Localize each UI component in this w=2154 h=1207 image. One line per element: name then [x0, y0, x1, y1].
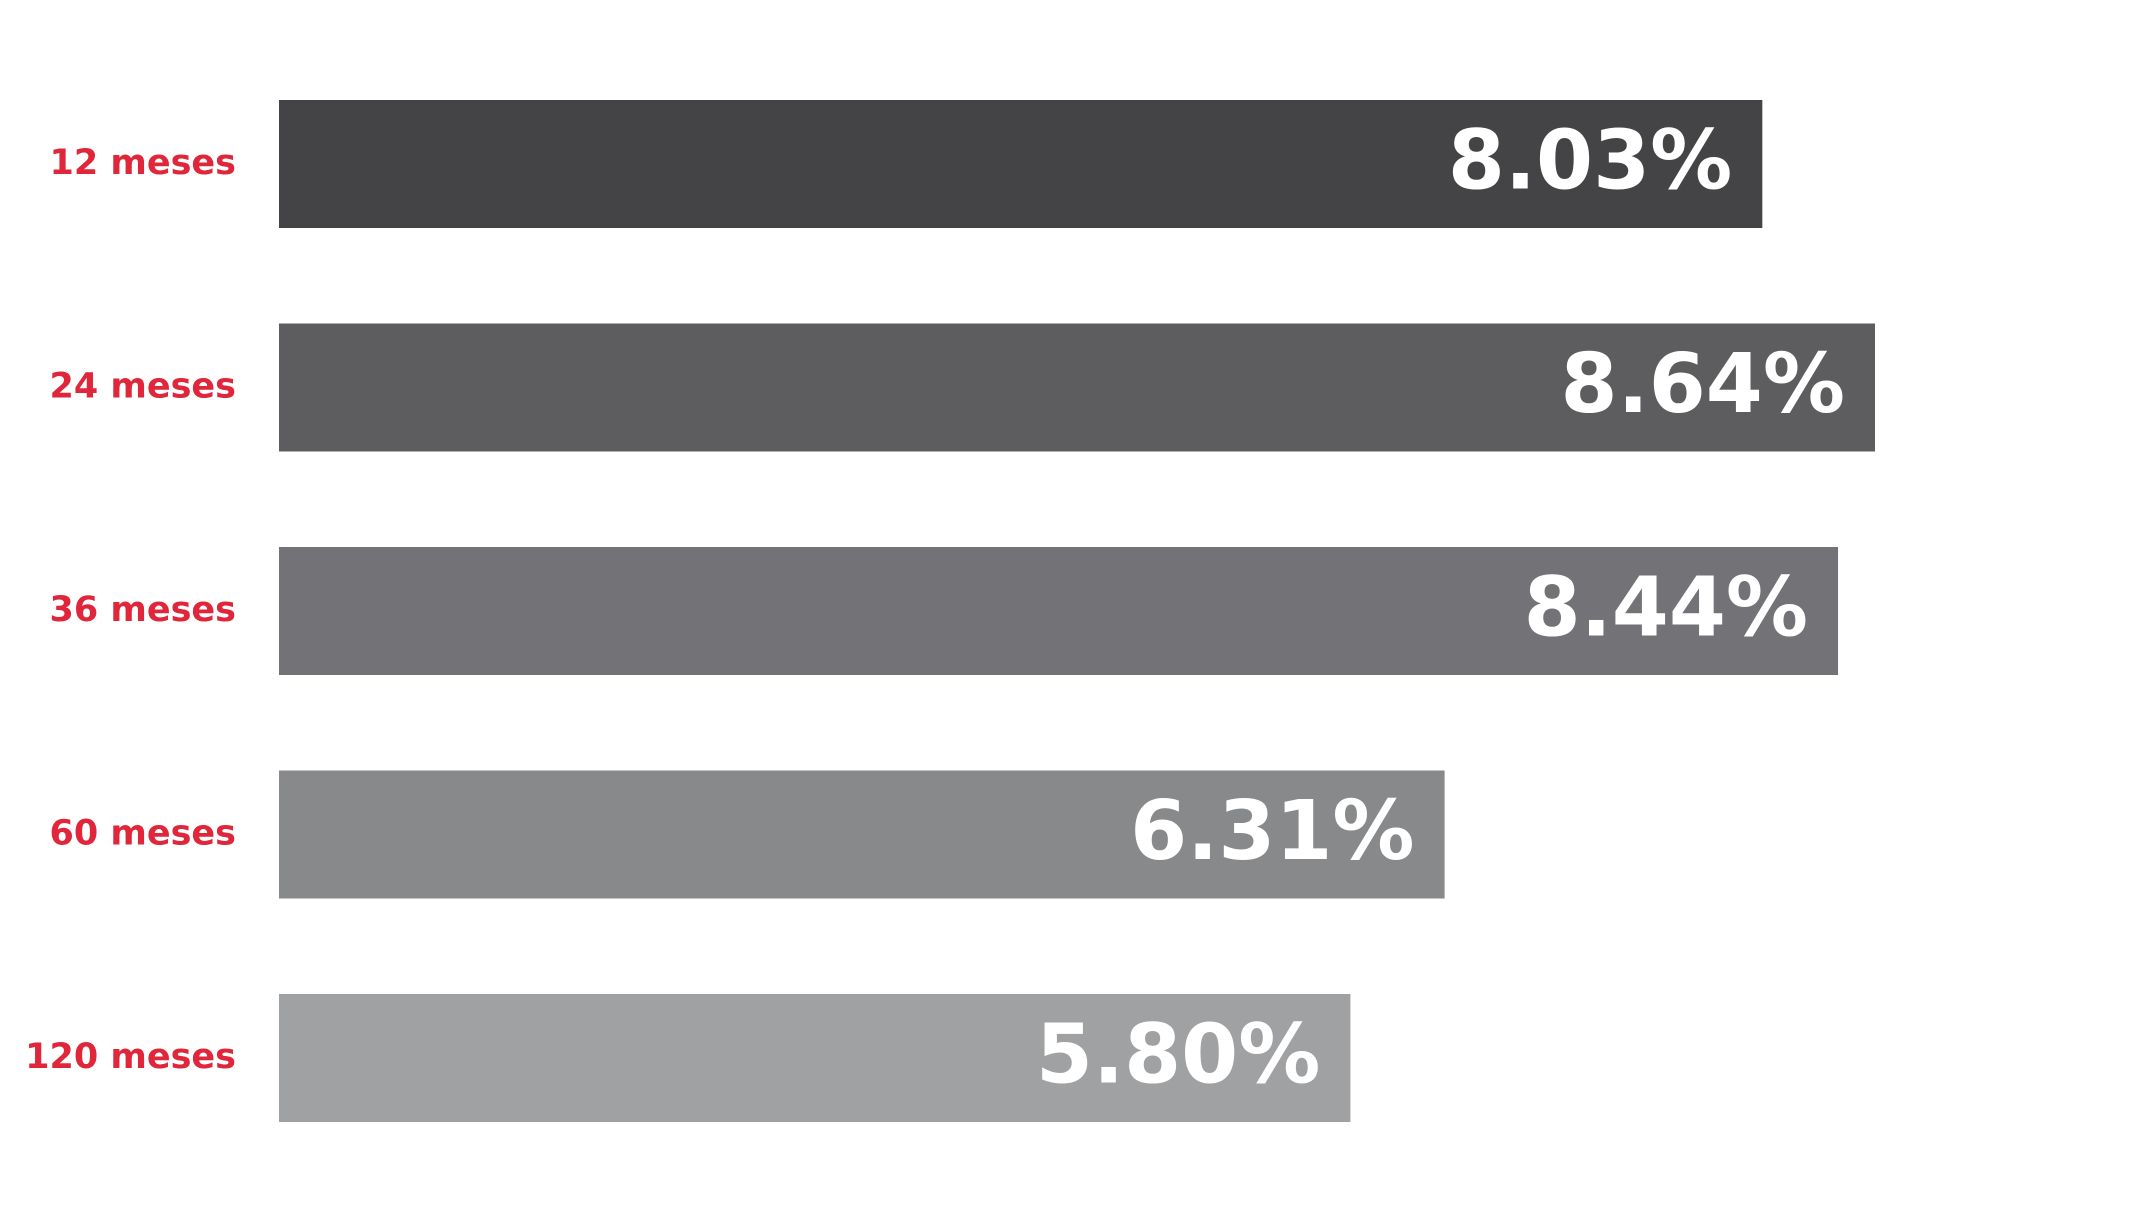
- value-label: 8.44%: [1524, 560, 1808, 655]
- value-label: 8.64%: [1561, 337, 1845, 432]
- category-label: 60 meses: [49, 814, 236, 854]
- bar: [279, 770, 1445, 899]
- category-label: 12 meses: [49, 143, 236, 183]
- value-label: 8.03%: [1448, 113, 1732, 208]
- category-label: 120 meses: [25, 1037, 236, 1077]
- bar: [279, 323, 1875, 452]
- value-label: 6.31%: [1130, 784, 1414, 879]
- category-label: 36 meses: [49, 590, 236, 630]
- bar: [279, 100, 1763, 228]
- bar: [279, 547, 1839, 675]
- category-label: 24 meses: [49, 367, 236, 407]
- bar: [279, 994, 1351, 1122]
- value-label: 5.80%: [1036, 1007, 1320, 1102]
